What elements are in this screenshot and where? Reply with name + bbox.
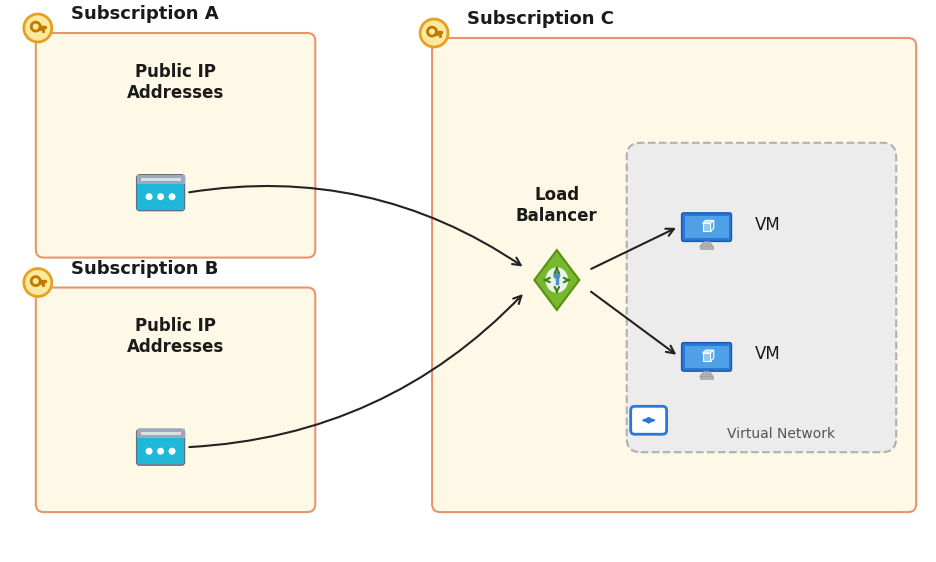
Text: Public IP
Addresses: Public IP Addresses <box>127 318 225 356</box>
Text: Public IP
Addresses: Public IP Addresses <box>127 63 225 102</box>
FancyBboxPatch shape <box>681 213 732 242</box>
Bar <box>703 353 710 361</box>
Text: VM: VM <box>754 216 781 234</box>
FancyBboxPatch shape <box>36 33 315 257</box>
Bar <box>140 178 181 181</box>
Bar <box>684 346 728 368</box>
Circle shape <box>146 193 153 200</box>
Circle shape <box>146 448 153 455</box>
Ellipse shape <box>545 266 569 293</box>
Bar <box>699 247 713 250</box>
Polygon shape <box>699 242 713 247</box>
Circle shape <box>168 448 176 455</box>
Circle shape <box>645 419 648 422</box>
Circle shape <box>157 193 164 200</box>
FancyBboxPatch shape <box>36 288 315 512</box>
Circle shape <box>553 272 561 279</box>
Bar <box>684 216 728 238</box>
Circle shape <box>23 14 51 42</box>
Polygon shape <box>699 371 713 377</box>
FancyBboxPatch shape <box>137 429 184 465</box>
Text: VM: VM <box>754 346 781 364</box>
FancyBboxPatch shape <box>627 143 896 452</box>
Polygon shape <box>534 250 579 310</box>
FancyBboxPatch shape <box>432 38 916 512</box>
Bar <box>137 429 184 438</box>
Text: Subscription B: Subscription B <box>71 260 218 278</box>
Bar <box>138 184 183 210</box>
Polygon shape <box>703 350 714 353</box>
Polygon shape <box>710 350 714 361</box>
Bar <box>138 438 183 464</box>
Bar <box>137 175 184 184</box>
Text: Subscription A: Subscription A <box>71 5 218 23</box>
Bar <box>703 223 710 231</box>
Circle shape <box>168 193 176 200</box>
Bar <box>140 432 181 435</box>
Polygon shape <box>703 220 714 223</box>
Circle shape <box>420 19 448 47</box>
FancyBboxPatch shape <box>137 175 184 211</box>
Polygon shape <box>710 220 714 231</box>
Circle shape <box>647 419 651 422</box>
Text: Virtual Network: Virtual Network <box>727 427 836 441</box>
Circle shape <box>650 419 652 422</box>
Text: Load
Balancer: Load Balancer <box>516 187 598 225</box>
FancyBboxPatch shape <box>631 406 666 434</box>
FancyBboxPatch shape <box>681 343 732 371</box>
Circle shape <box>23 269 51 297</box>
Bar <box>699 377 713 380</box>
Text: Subscription C: Subscription C <box>467 10 614 28</box>
Circle shape <box>157 448 164 455</box>
